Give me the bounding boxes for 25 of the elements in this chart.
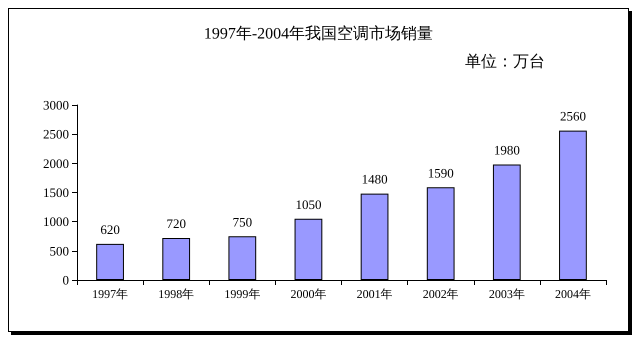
data-label: 1590 [428, 165, 454, 180]
y-tick-label: 3000 [43, 98, 69, 112]
data-label: 2560 [560, 108, 586, 124]
x-tick-label: 1997年 [92, 287, 128, 301]
x-tick-label: 2004年 [554, 287, 591, 301]
y-tick-label: 2500 [43, 126, 69, 142]
y-tick-label: 2000 [43, 156, 69, 171]
y-tick-label: 1000 [43, 214, 69, 230]
y-tick-label: 1500 [43, 185, 69, 200]
chart-subtitle: 单位：万台 [465, 52, 545, 70]
y-tick-label: 500 [50, 243, 69, 258]
x-tick-label: 1998年 [158, 287, 194, 301]
data-label: 720 [166, 216, 186, 231]
x-tick-label: 2003年 [488, 287, 525, 301]
x-tick-label: 1999年 [224, 287, 260, 301]
y-tick-label: 0 [62, 272, 69, 288]
data-label: 1980 [494, 142, 520, 158]
data-label: 1480 [362, 172, 388, 187]
data-label: 750 [232, 214, 252, 230]
data-label: 1050 [295, 196, 322, 212]
chart-title: 1997年-2004年我国空调市场销量 [204, 24, 434, 42]
x-tick-label: 2001年 [356, 287, 393, 301]
x-tick-label: 2000年 [290, 287, 326, 301]
data-label: 620 [100, 222, 120, 237]
x-tick-label: 2002年 [422, 287, 459, 301]
